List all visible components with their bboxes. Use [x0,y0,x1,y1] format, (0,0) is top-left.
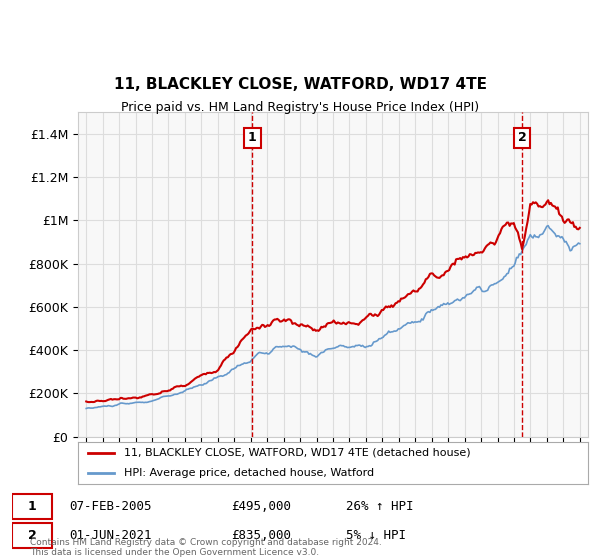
FancyBboxPatch shape [12,494,52,519]
Text: 2: 2 [518,132,527,144]
FancyBboxPatch shape [12,523,52,548]
Text: £495,000: £495,000 [231,500,291,512]
Text: 07-FEB-2005: 07-FEB-2005 [70,500,152,512]
Text: HPI: Average price, detached house, Watford: HPI: Average price, detached house, Watf… [124,468,374,478]
Text: Contains HM Land Registry data © Crown copyright and database right 2024.
This d: Contains HM Land Registry data © Crown c… [30,538,382,557]
Text: 1: 1 [28,500,37,512]
Text: 5% ↓ HPI: 5% ↓ HPI [346,529,406,542]
Text: Price paid vs. HM Land Registry's House Price Index (HPI): Price paid vs. HM Land Registry's House … [121,101,479,114]
Text: 26% ↑ HPI: 26% ↑ HPI [346,500,413,512]
Text: 11, BLACKLEY CLOSE, WATFORD, WD17 4TE: 11, BLACKLEY CLOSE, WATFORD, WD17 4TE [113,77,487,92]
Text: £835,000: £835,000 [231,529,291,542]
Text: 1: 1 [248,132,257,144]
Text: 11, BLACKLEY CLOSE, WATFORD, WD17 4TE (detached house): 11, BLACKLEY CLOSE, WATFORD, WD17 4TE (d… [124,448,470,458]
Text: 01-JUN-2021: 01-JUN-2021 [70,529,152,542]
Text: 2: 2 [28,529,37,542]
